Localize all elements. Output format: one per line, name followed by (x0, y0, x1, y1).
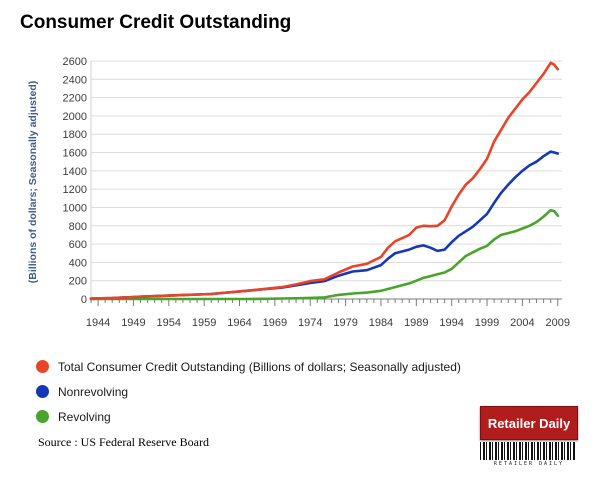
legend-marker-revolving (36, 410, 49, 423)
y-tick-label: 0 (81, 294, 87, 306)
legend-item-nonrevolving: Nonrevolving (36, 379, 461, 404)
series-line-0 (89, 61, 560, 300)
legend-item-revolving: Revolving (36, 404, 461, 429)
x-tick-label: 1994 (439, 317, 463, 329)
x-tick-label: 1944 (86, 317, 110, 329)
legend-item-total: Total Consumer Credit Outstanding (Billi… (36, 354, 461, 379)
y-tick-label: 2200 (63, 93, 87, 105)
x-tick-label: 1974 (298, 317, 322, 329)
legend: Total Consumer Credit Outstanding (Billi… (36, 354, 461, 429)
legend-label-revolving: Revolving (58, 409, 111, 424)
x-tick-label: 1984 (369, 317, 393, 329)
y-tick-label: 200 (69, 276, 87, 288)
logo-badge: Retailer Daily (480, 406, 578, 440)
x-tick-label: 1949 (121, 317, 145, 329)
y-tick-label: 1000 (63, 202, 87, 214)
y-tick-label: 2000 (63, 111, 87, 123)
chart-title: Consumer Credit Outstanding (20, 12, 292, 33)
legend-label-nonrevolving: Nonrevolving (58, 384, 129, 399)
legend-marker-nonrevolving (36, 385, 49, 398)
series-line-2 (89, 208, 560, 301)
legend-label-total: Total Consumer Credit Outstanding (Billi… (58, 359, 461, 374)
x-tick-label: 1964 (227, 317, 251, 329)
y-tick-label: 1400 (63, 166, 87, 178)
x-tick-label: 1969 (263, 317, 287, 329)
x-tick-label: 1999 (475, 317, 499, 329)
logo-brand-text: Retailer Daily (487, 415, 571, 431)
x-tick-label: 1979 (333, 317, 357, 329)
legend-marker-total (36, 360, 49, 373)
y-tick-label: 2400 (63, 74, 87, 86)
y-axis-label: (Billions of dollars; Seasonally adjuste… (27, 81, 39, 283)
x-tick-label: 1954 (157, 317, 181, 329)
x-tick-label: 1959 (192, 317, 216, 329)
x-tick-label: 1989 (404, 317, 428, 329)
x-tick-label: 2009 (546, 317, 570, 329)
y-tick-label: 400 (69, 257, 87, 269)
y-tick-label: 800 (69, 221, 87, 233)
logo-tagline: RETAILER DAILY (493, 461, 565, 467)
y-tick-label: 1800 (63, 129, 87, 141)
retailer-daily-logo: Retailer Daily RETAILER DAILY (480, 406, 578, 468)
y-tick-label: 600 (69, 239, 87, 251)
y-tick-label: 1200 (63, 184, 87, 196)
x-tick-label: 2004 (510, 317, 534, 329)
barcode-icon (480, 442, 576, 460)
series-line-1 (89, 150, 560, 300)
y-tick-label: 1600 (63, 148, 87, 160)
source-note: Source : US Federal Reserve Board (38, 435, 209, 449)
y-tick-label: 2600 (63, 56, 87, 68)
